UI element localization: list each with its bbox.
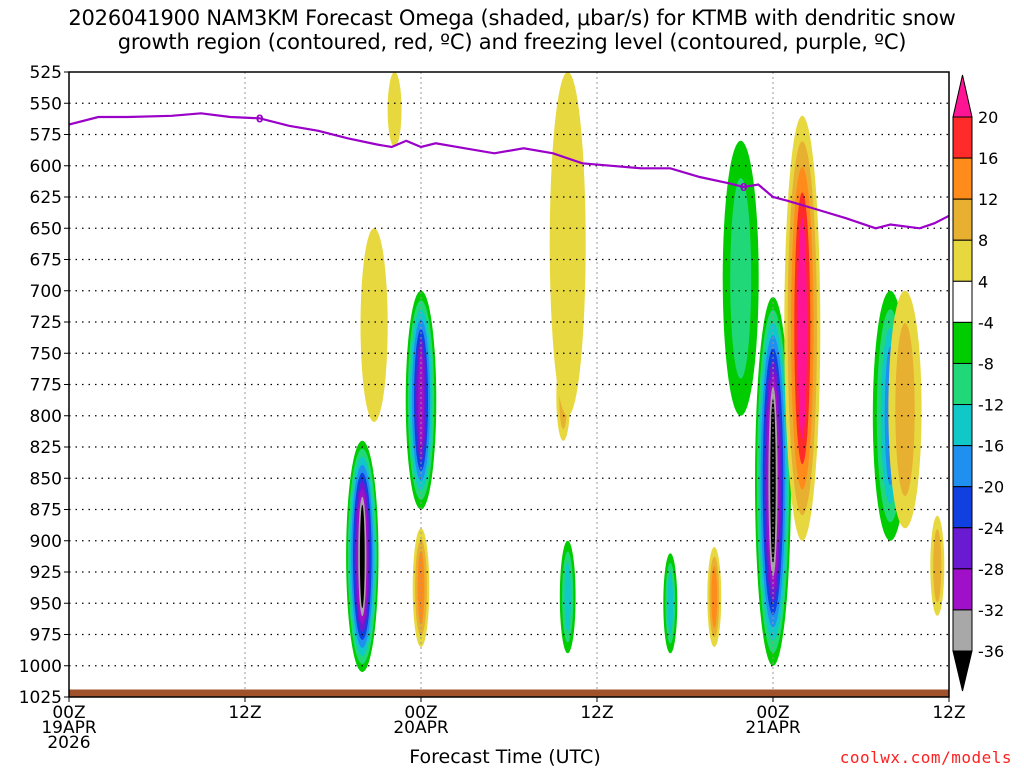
x-tick-label-1-0: 12Z bbox=[228, 703, 261, 723]
colorbar-arrow-top bbox=[952, 74, 973, 118]
colorbar-tick-8: -16 bbox=[978, 437, 1004, 456]
freezing-level-contour: 00 bbox=[69, 112, 949, 230]
y-tick-label-950: 950 bbox=[30, 594, 62, 614]
surface-terrain-band bbox=[69, 689, 949, 697]
colorbar-cell-5 bbox=[952, 321, 973, 364]
x-tick-label-0-2: 2026 bbox=[47, 733, 90, 753]
colorbar-tick-3: 8 bbox=[978, 231, 988, 250]
omega-shading bbox=[346, 72, 945, 672]
y-tick-label-975: 975 bbox=[30, 626, 62, 646]
y-tick-label-525: 525 bbox=[30, 63, 62, 83]
x-tick-label-2-1: 20APR bbox=[393, 718, 449, 738]
y-tick-label-625: 625 bbox=[30, 188, 62, 208]
colorbar-cell-1 bbox=[952, 157, 973, 200]
colorbar-cell-2 bbox=[952, 198, 973, 241]
omega-blob-14-level-0 bbox=[549, 72, 586, 416]
y-tick-label-850: 850 bbox=[30, 469, 62, 489]
y-tick-label-825: 825 bbox=[30, 438, 62, 458]
colorbar-tick-6: -8 bbox=[978, 354, 994, 373]
freezing-level-label-0: 0 bbox=[256, 112, 264, 125]
omega-blob-6-level-2 bbox=[564, 562, 571, 632]
omega-blob-7-level-2 bbox=[667, 572, 674, 635]
omega-blob-0-level-8 bbox=[359, 504, 365, 609]
colorbar-tick-12: -32 bbox=[978, 601, 1004, 620]
colorbar-cell-3 bbox=[952, 239, 973, 282]
omega-blob-10-level-2 bbox=[711, 566, 718, 628]
y-tick-label-725: 725 bbox=[30, 313, 62, 333]
y-tick-label-550: 550 bbox=[30, 94, 62, 114]
omega-blob-1-level-6 bbox=[418, 348, 424, 452]
colorbar-cell-9 bbox=[952, 486, 973, 529]
x-tick-label-3-0: 12Z bbox=[580, 703, 613, 723]
colorbar-cell-8 bbox=[952, 445, 973, 488]
colorbar-cell-11 bbox=[952, 568, 973, 611]
y-axis: 525 550 575 600 625 650 675 700 725 750 775 800 825 8… bbox=[19, 63, 69, 708]
colorbar-tick-7: -12 bbox=[978, 396, 1004, 415]
omega-blob-3-level-4 bbox=[797, 218, 807, 439]
y-tick-label-775: 775 bbox=[30, 376, 62, 396]
colorbar-tick-10: -24 bbox=[978, 519, 1004, 538]
y-tick-label-600: 600 bbox=[30, 157, 62, 177]
omega-blob-4-level-1 bbox=[730, 177, 752, 379]
grid-lines bbox=[69, 72, 949, 697]
chart-title-line-2: growth region (contoured, red, ºC) and f… bbox=[117, 30, 907, 54]
colorbar-arrow-bottom bbox=[952, 650, 973, 692]
x-tick-label-4-1: 21APR bbox=[745, 718, 801, 738]
x-tick-label-0-1: 19APR bbox=[41, 718, 97, 738]
x-tick-label-2-0: 00Z bbox=[404, 703, 437, 723]
colorbar-tick-5: -4 bbox=[978, 313, 994, 332]
omega-blob-2-level-8 bbox=[770, 399, 776, 564]
y-tick-label-650: 650 bbox=[30, 219, 62, 239]
x-tick-label-5-0: 12Z bbox=[932, 703, 965, 723]
colorbar-cell-6 bbox=[952, 362, 973, 406]
y-tick-label-875: 875 bbox=[30, 501, 62, 521]
y-tick-label-700: 700 bbox=[30, 282, 62, 302]
omega-blob-13-level-0 bbox=[387, 72, 402, 147]
colorbar-cell-10 bbox=[952, 527, 973, 570]
colorbar-cell-0 bbox=[952, 116, 973, 159]
chart-title-line-1: 2026041900 NAM3KM Forecast Omega (shaded… bbox=[68, 6, 956, 30]
y-tick-label-925: 925 bbox=[30, 563, 62, 583]
y-tick-label-800: 800 bbox=[30, 407, 62, 427]
y-tick-label-575: 575 bbox=[30, 126, 62, 146]
colorbar-tick-2: 12 bbox=[978, 190, 998, 209]
credit-link[interactable]: coolwx.com/models bbox=[839, 748, 1012, 767]
x-tick-label-0-0: 00Z bbox=[52, 703, 85, 723]
x-axis-label: Forecast Time (UTC) bbox=[409, 746, 601, 768]
omega-blob-15-level-1 bbox=[895, 322, 915, 497]
y-tick-label-1000: 1000 bbox=[19, 657, 62, 677]
colorbar-tick-0: 20 bbox=[978, 108, 998, 127]
y-tick-label-1025: 1025 bbox=[19, 688, 62, 708]
colorbar-tick-11: -28 bbox=[978, 560, 1004, 579]
colorbar-tick-4: 4 bbox=[978, 272, 988, 291]
colorbar-tick-9: -20 bbox=[978, 478, 1004, 497]
y-tick-label-900: 900 bbox=[30, 532, 62, 552]
colorbar-cell-7 bbox=[952, 404, 973, 447]
omega-blob-11-level-1 bbox=[933, 529, 942, 603]
colorbar: 20 16 12 8 4 -4 -8 -12 -16 -20 -24 -28 -32 -36 bbox=[952, 74, 1004, 692]
y-tick-label-675: 675 bbox=[30, 251, 62, 271]
omega-blob-8-level-0 bbox=[360, 228, 388, 422]
colorbar-tick-1: 16 bbox=[978, 149, 998, 168]
y-tick-label-750: 750 bbox=[30, 344, 62, 364]
colorbar-cell-12 bbox=[952, 609, 973, 652]
colorbar-cell-4 bbox=[952, 280, 973, 323]
x-tick-label-4-0: 00Z bbox=[756, 703, 789, 723]
colorbar-tick-13: -36 bbox=[978, 642, 1004, 661]
freezing-level-line bbox=[69, 112, 949, 230]
freezing-level-label-1: 0 bbox=[740, 181, 748, 194]
